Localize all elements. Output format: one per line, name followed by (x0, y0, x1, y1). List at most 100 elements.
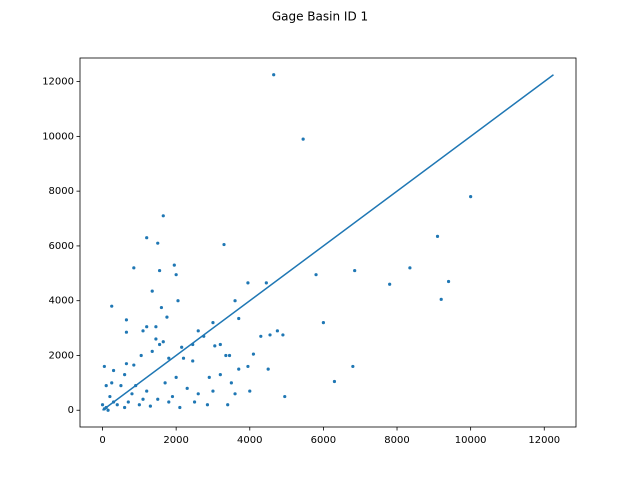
scatter-point (100, 403, 105, 407)
scatter-point (218, 373, 222, 377)
y-tick-label: 10000 (42, 131, 74, 142)
y-tick-label: 12000 (42, 77, 74, 88)
scatter-point (283, 394, 287, 399)
x-tick-label: 4000 (237, 435, 262, 446)
scatter-point (266, 367, 270, 371)
scatter-point (174, 273, 178, 277)
scatter-point (150, 289, 154, 293)
scatter-point (157, 342, 162, 347)
scatter-point (108, 394, 112, 399)
scatter-point (439, 297, 443, 301)
scatter-point (321, 321, 325, 325)
scatter-point (233, 392, 237, 396)
scatter-point (165, 315, 169, 319)
scatter-point (145, 236, 149, 240)
scatter-point (301, 137, 305, 141)
scatter-point (124, 362, 129, 366)
scatter-point (233, 299, 237, 303)
scatter-point (351, 364, 355, 369)
scatter-point (272, 73, 276, 77)
scatter-point (123, 405, 127, 410)
scatter-point (124, 330, 129, 334)
scatter-point (196, 392, 200, 396)
scatter-point (205, 403, 210, 407)
scatter-point (132, 363, 136, 367)
scatter-point (178, 405, 182, 410)
scatter-point (126, 400, 130, 404)
scatter-point (139, 353, 143, 358)
scatter-point (435, 234, 440, 238)
scatter-point (161, 214, 165, 218)
y-tick-label: 0 (68, 405, 74, 416)
scatter-point (226, 403, 230, 407)
scatter-point (180, 345, 184, 349)
scatter-point (246, 281, 250, 285)
scatter-point (102, 364, 106, 369)
scatter-point (469, 195, 473, 199)
scatter-point (248, 389, 252, 393)
scatter-point (104, 383, 108, 388)
y-tick-label: 2000 (49, 350, 74, 361)
y-tick-label: 8000 (49, 186, 74, 197)
scatter-point (145, 389, 149, 393)
scatter-point (159, 305, 164, 310)
scatter-point (281, 333, 285, 337)
axes-frame (79, 57, 577, 428)
scatter-point (207, 375, 211, 379)
scatter-point (106, 408, 110, 412)
scatter-point (148, 404, 152, 408)
y-tick-label: 6000 (49, 241, 74, 252)
scatter-point (156, 397, 160, 401)
scatter-point (154, 337, 158, 341)
scatter-point (332, 379, 337, 384)
scatter-point (264, 281, 268, 285)
scatter-point (137, 403, 141, 407)
x-tick-label: 12000 (528, 435, 560, 446)
scatter-point (167, 356, 171, 360)
scatter-point (218, 342, 222, 347)
x-tick-label: 10000 (455, 435, 487, 446)
scatter-point (211, 321, 215, 325)
scatter-point (192, 400, 197, 404)
scatter-point (275, 329, 279, 333)
scatter-point (174, 375, 178, 379)
scatter-point (123, 373, 127, 377)
scatter-point (211, 389, 215, 393)
x-tick-label: 0 (99, 435, 105, 446)
scatter-point (119, 383, 123, 388)
scatter-point (229, 381, 233, 385)
scatter-point (268, 333, 272, 337)
scatter-point (222, 242, 226, 247)
scatter-point (163, 381, 167, 385)
scatter-point (237, 316, 241, 321)
scatter-point (132, 266, 136, 270)
scatter-point (446, 279, 451, 284)
scatter-point (172, 263, 176, 267)
scatter-point (237, 367, 241, 371)
scatter-point (150, 349, 154, 353)
scatter-point (213, 344, 217, 348)
scatter-point (130, 392, 134, 396)
scatter-point (181, 356, 186, 360)
scatter-point (185, 386, 189, 390)
scatter-point (353, 268, 357, 273)
scatter-point (141, 329, 145, 333)
scatter-point (408, 266, 412, 270)
scatter-point (124, 318, 129, 322)
scatter-point (156, 241, 160, 245)
scatter-point (246, 364, 250, 369)
x-tick-label: 2000 (163, 435, 188, 446)
scatter-point (145, 325, 149, 329)
scatter-point (111, 368, 116, 373)
scatter-point (251, 352, 256, 356)
scatter-point (191, 359, 195, 363)
x-tick-label: 8000 (384, 435, 409, 446)
scatter-point (227, 353, 232, 358)
scatter-point (314, 273, 318, 277)
scatter-point (141, 397, 145, 401)
scatter-point (224, 353, 228, 358)
chart-title: Gage Basin ID 1 (272, 10, 368, 24)
scatter-point (167, 400, 171, 404)
scatter-point (388, 282, 392, 286)
